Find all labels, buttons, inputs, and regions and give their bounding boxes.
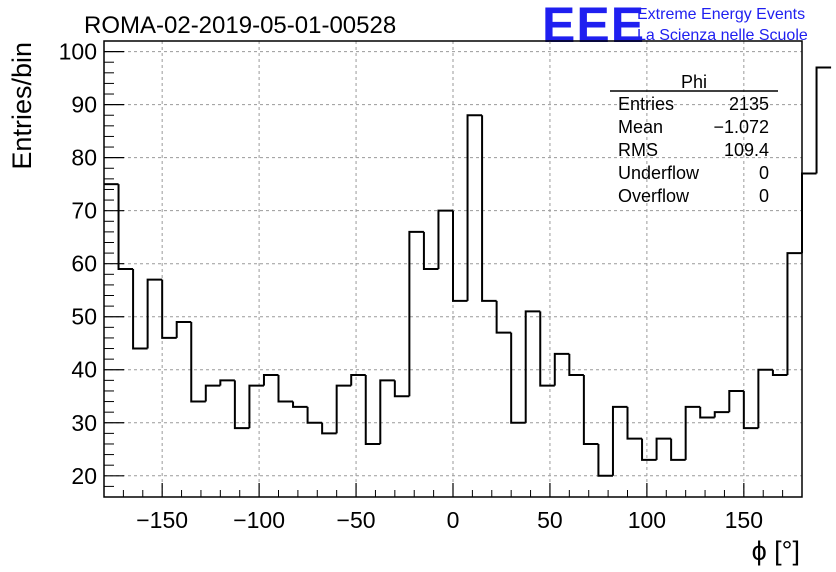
y-tick-labels: 20 30 40 50 60 70 80 90 100 xyxy=(59,39,97,489)
histogram-bin xyxy=(655,437,672,460)
histogram-bin xyxy=(568,353,584,377)
histogram-bin xyxy=(117,184,134,270)
stats-value: 0 xyxy=(759,163,769,183)
stats-title: Phi xyxy=(681,72,707,92)
histogram-bin xyxy=(699,406,715,419)
histogram-bin xyxy=(815,66,832,174)
y-tick-label: 60 xyxy=(71,251,97,277)
y-tick-label: 40 xyxy=(71,357,97,383)
histogram-bin xyxy=(292,401,308,408)
histogram-bin xyxy=(597,443,613,477)
histogram-bin xyxy=(641,438,657,461)
x-axis-label: ϕ [°] xyxy=(752,536,800,566)
histogram-bin xyxy=(204,384,221,402)
histogram-bin xyxy=(379,379,395,444)
x-tick-label: 150 xyxy=(725,507,763,533)
stats-value: 0 xyxy=(759,186,769,206)
histogram-bin xyxy=(321,422,337,435)
x-tick-label: 50 xyxy=(537,507,563,533)
x-tick-label: −100 xyxy=(233,507,285,533)
histogram-bin xyxy=(248,384,264,429)
histogram-bin xyxy=(132,269,148,350)
histogram-bin xyxy=(771,369,788,377)
histogram-bin xyxy=(422,231,439,270)
histogram-bin xyxy=(262,374,279,386)
histogram-bin xyxy=(510,332,526,424)
histogram-bars xyxy=(104,66,832,477)
histogram-bin xyxy=(277,375,294,403)
histogram-bin xyxy=(626,406,643,440)
histogram-bin xyxy=(350,374,366,386)
histogram-bin xyxy=(393,380,410,398)
x-tick-labels: −150 −100 −50 0 50 100 150 xyxy=(136,507,763,533)
histogram-bin xyxy=(742,390,759,430)
histogram-bin xyxy=(335,384,352,434)
eee-logo: EEE Extreme Energy Events La Scienza nel… xyxy=(542,0,808,53)
histogram-bin xyxy=(670,438,686,461)
histogram-bin xyxy=(582,375,599,445)
logo-text: EEE xyxy=(542,0,645,53)
y-tick-label: 100 xyxy=(59,39,97,65)
x-tick-label: 100 xyxy=(628,507,666,533)
stats-label: Entries xyxy=(618,94,674,114)
stats-label: Underflow xyxy=(618,163,700,183)
histogram-bin xyxy=(161,279,177,339)
stats-box: Phi Entries 2135 Mean −1.072 RMS 109.4 Underfl… xyxy=(610,72,778,206)
y-tick-label: 70 xyxy=(71,198,97,224)
stats-value: 2135 xyxy=(729,94,769,114)
y-tick-label: 30 xyxy=(71,410,97,436)
x-tick-label: 0 xyxy=(447,507,460,533)
axis-ticks xyxy=(104,40,784,497)
histogram-bin xyxy=(481,115,497,302)
histogram-bin xyxy=(146,278,163,349)
chart-title: ROMA-02-2019-05-01-00528 xyxy=(84,12,396,39)
y-tick-label: 50 xyxy=(71,304,97,330)
histogram-bin xyxy=(757,368,773,429)
stats-label: RMS xyxy=(618,140,658,160)
histogram-bin xyxy=(684,405,701,460)
histogram-bin xyxy=(437,209,453,269)
histogram-bin xyxy=(611,405,628,476)
stats-label: Mean xyxy=(618,117,663,137)
y-tick-label: 20 xyxy=(71,463,97,489)
histogram-bin xyxy=(219,379,235,386)
histogram-bin xyxy=(713,411,730,418)
histogram-bin xyxy=(364,375,381,445)
histogram-bin xyxy=(524,310,541,423)
histogram-bin xyxy=(553,352,570,386)
y-axis-label: Entries/bin xyxy=(7,42,37,170)
histogram-bin xyxy=(306,406,323,424)
histogram-bin xyxy=(466,114,483,301)
logo-line-2: La Scienza nelle Scuole xyxy=(637,27,808,44)
stats-value: −1.072 xyxy=(713,117,769,137)
histogram-bin xyxy=(452,210,468,302)
stats-label: Overflow xyxy=(618,186,690,206)
histogram-bin xyxy=(495,300,512,334)
histogram-bin xyxy=(786,252,802,376)
stats-rows: Entries 2135 Mean −1.072 RMS 109.4 Underflow 0 O… xyxy=(618,94,769,206)
histogram-bin xyxy=(175,321,192,338)
x-tick-label: −50 xyxy=(337,507,376,533)
histogram-bin xyxy=(728,389,744,413)
y-tick-label: 80 xyxy=(71,145,97,171)
histogram-bin xyxy=(233,380,250,430)
logo-line-1: Extreme Energy Events xyxy=(637,6,805,23)
histogram-bin xyxy=(408,230,424,397)
histogram-bin xyxy=(801,172,817,254)
y-tick-label: 90 xyxy=(71,92,97,118)
histogram-bin xyxy=(539,311,555,387)
stats-value: 109.4 xyxy=(724,140,769,160)
x-tick-label: −150 xyxy=(136,507,188,533)
histogram-bin xyxy=(190,322,206,403)
